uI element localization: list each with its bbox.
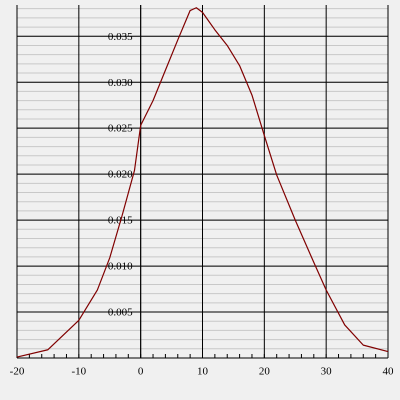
- y-tick-label: 0.030: [108, 77, 133, 89]
- y-tick-label: 0.020: [108, 169, 133, 181]
- x-tick-label: -20: [10, 366, 25, 378]
- x-tick-label: 40: [383, 366, 395, 378]
- y-tick-label: 0.010: [108, 261, 133, 273]
- x-tick-label: 10: [197, 366, 209, 378]
- x-tick-label: -10: [71, 366, 86, 378]
- y-tick-label: 0.035: [108, 31, 133, 43]
- y-tick-label: 0.005: [108, 307, 133, 319]
- y-tick-label: 0.025: [108, 123, 133, 135]
- x-tick-label: 20: [259, 366, 271, 378]
- curve: [16, 7, 389, 358]
- x-tick-label: 30: [321, 366, 333, 378]
- x-tick-label: 0: [138, 366, 144, 378]
